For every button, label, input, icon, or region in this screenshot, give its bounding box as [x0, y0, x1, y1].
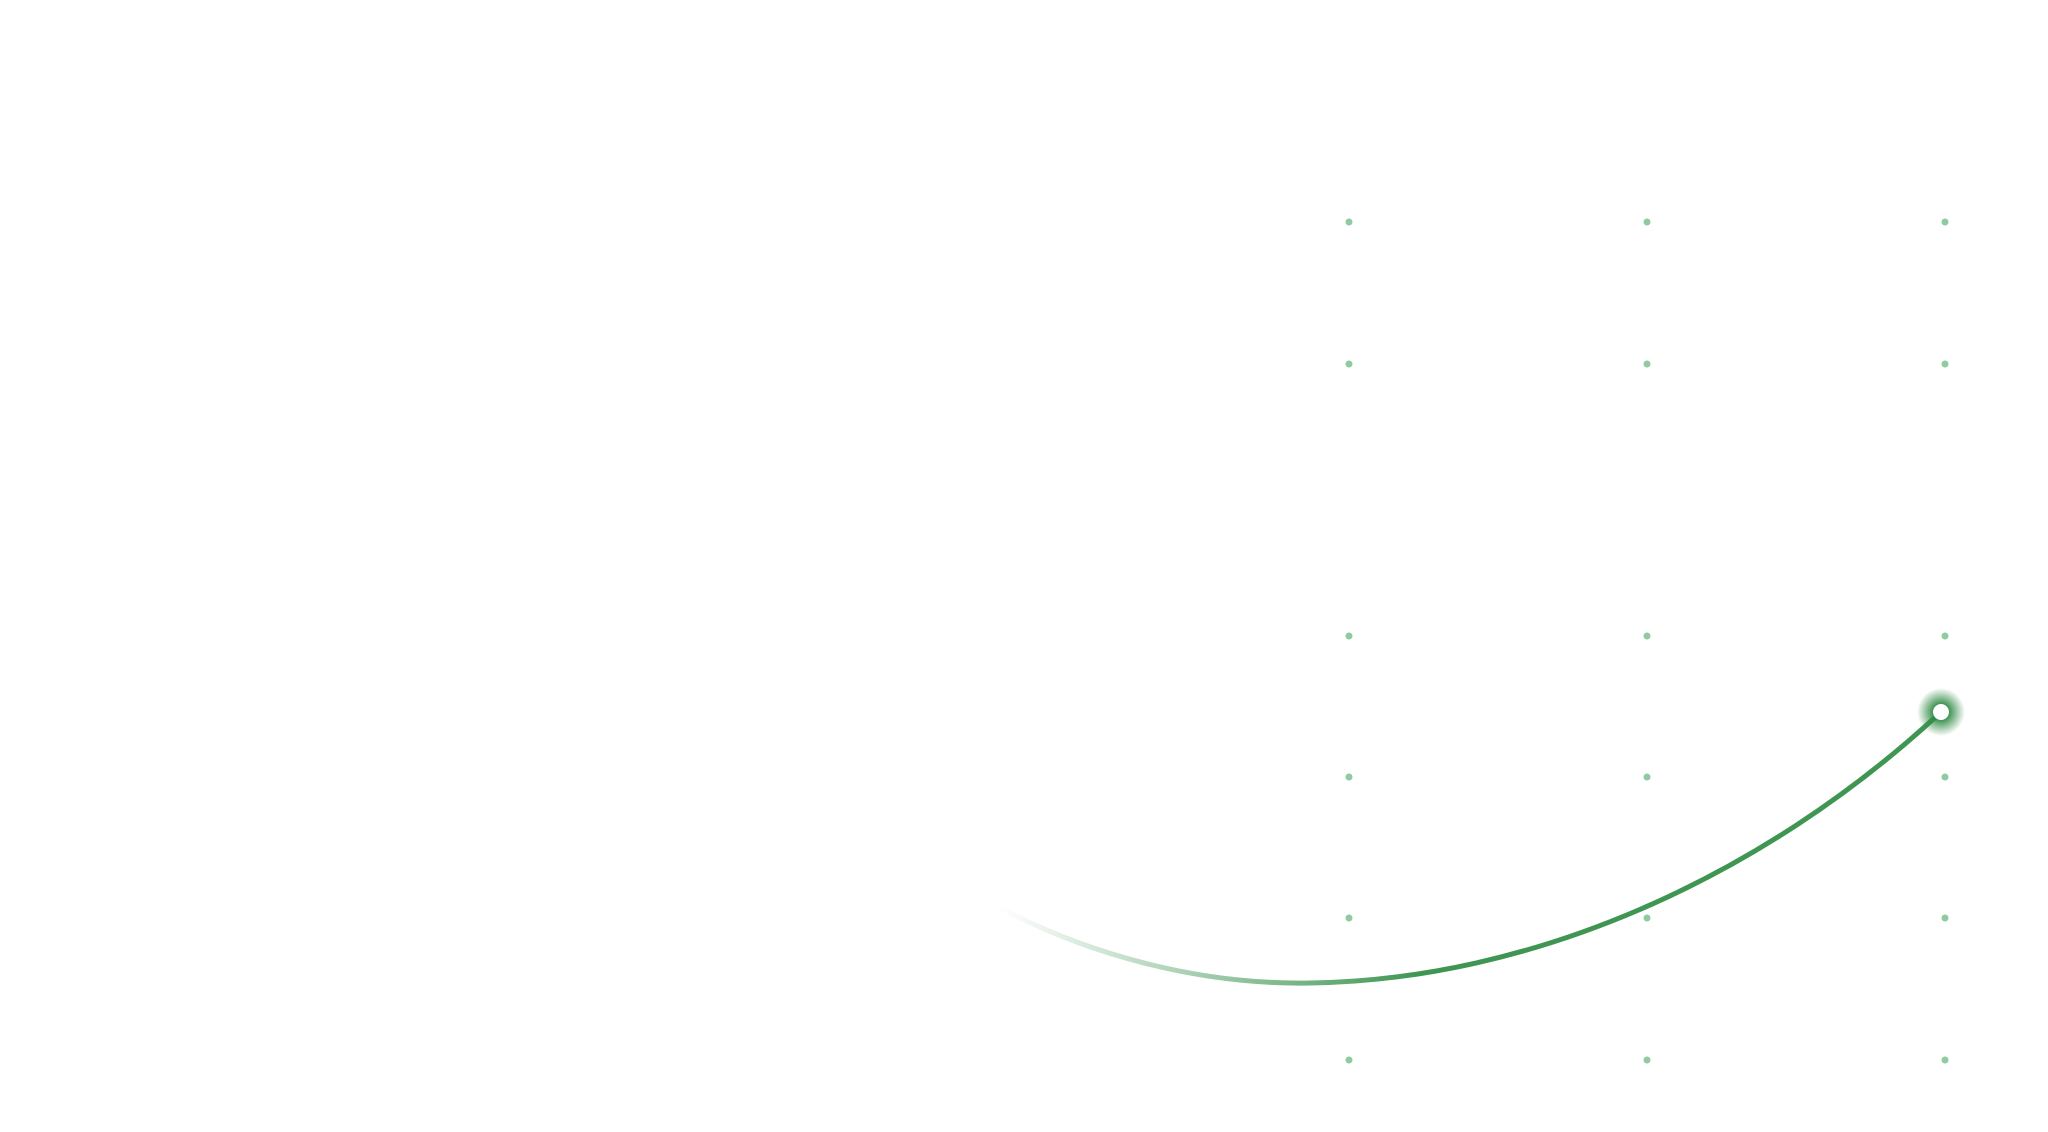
grid-dot	[1345, 773, 1353, 781]
trend-curve	[997, 709, 1944, 986]
grid-dot	[1941, 632, 1949, 640]
grid-dot	[1643, 632, 1651, 640]
dot-grid	[1345, 218, 1949, 1064]
grid-dot	[1941, 218, 1949, 226]
grid-dot	[1345, 1056, 1353, 1064]
grid-dot	[1941, 1056, 1949, 1064]
grid-dot	[1345, 632, 1353, 640]
grid-dot	[1941, 914, 1949, 922]
grid-dot	[1643, 1056, 1651, 1064]
grid-dot	[1345, 360, 1353, 368]
grid-dot	[1941, 773, 1949, 781]
grid-dot	[1643, 218, 1651, 226]
grid-dot	[1345, 914, 1353, 922]
endpoint-marker	[1933, 704, 1949, 720]
grid-dot	[1643, 773, 1651, 781]
grid-dot	[1941, 360, 1949, 368]
grid-dot	[1643, 360, 1651, 368]
grid-dot	[1643, 914, 1651, 922]
grid-dot	[1345, 218, 1353, 226]
